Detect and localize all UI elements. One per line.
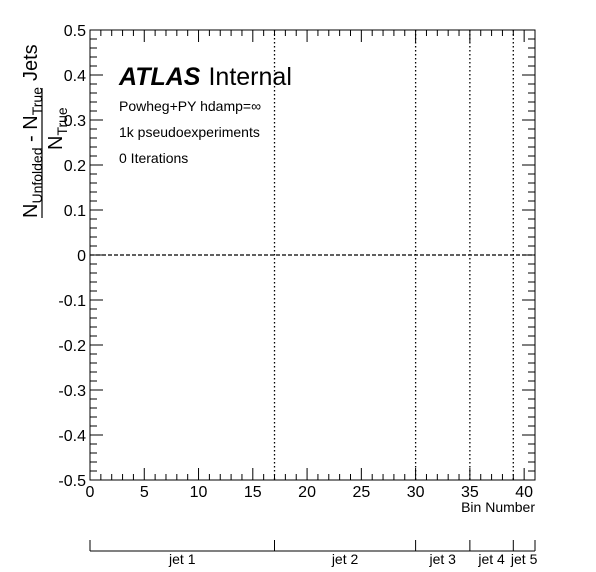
- y-tick-label: -0.4: [58, 428, 86, 445]
- y-tick-label: -0.3: [58, 383, 86, 400]
- x-ticks: 0 5 10 15 20 25 30 35 40: [86, 30, 536, 501]
- x-tick-label: 30: [407, 484, 425, 501]
- y-tick-label: 0.3: [64, 113, 86, 130]
- y-tick-label: 0.5: [64, 23, 86, 40]
- svg-text:NTrue: NTrue: [45, 107, 70, 150]
- y-tick-label: -0.1: [58, 293, 86, 310]
- atlas-label: ATLAS Internal: [118, 63, 292, 91]
- y-title-minus-n: - N: [20, 115, 42, 147]
- x-tick-label: 0: [86, 484, 95, 501]
- x-tick-label: 5: [140, 484, 149, 501]
- secondary-jet-axis: jet 1 jet 2 jet 3 jet 4 jet 5: [89, 540, 538, 567]
- x-tick-label: 25: [352, 484, 370, 501]
- annotation-iterations: 0 Iterations: [119, 150, 188, 166]
- secondary-axis-label: jet 5: [510, 551, 538, 567]
- y-title-denominator-n: N: [45, 136, 67, 150]
- y-title-n1: N: [20, 204, 42, 218]
- secondary-axis-label: jet 4: [477, 551, 505, 567]
- y-axis-title: NUnfolded - NTrueJets NTrue: [20, 44, 70, 218]
- secondary-axis-label: jet 1: [168, 551, 196, 567]
- y-title-sub-unfolded: Unfolded: [29, 148, 45, 204]
- y-tick-label: 0: [77, 248, 86, 265]
- annotation-generator: Powheg+PY hdamp=∞: [119, 98, 261, 114]
- secondary-axis-label: jet 2: [331, 551, 359, 567]
- x-tick-label: 35: [461, 484, 479, 501]
- x-axis-title: Bin Number: [461, 499, 535, 515]
- y-title-jets: Jets: [20, 44, 42, 81]
- annotation-pseudoexperiments: 1k pseudoexperiments: [119, 124, 260, 140]
- y-title-sub-true: True: [29, 87, 45, 115]
- y-tick-label: 0.2: [64, 158, 86, 175]
- x-tick-label: 20: [298, 484, 316, 501]
- atlas-bold: ATLAS: [118, 63, 201, 91]
- y-ticks: -0.5 -0.4 -0.3 -0.2 -0.1 0 0.1 0.2 0.3 0.4 0.5: [58, 23, 535, 490]
- y-title-denominator-sub: True: [54, 107, 70, 135]
- secondary-axis-label: jet 3: [429, 551, 457, 567]
- y-tick-label: -0.5: [58, 473, 86, 490]
- atlas-internal: Internal: [208, 63, 291, 91]
- x-tick-label: 15: [244, 484, 262, 501]
- svg-text:NUnfolded - NTrueJets: NUnfolded - NTrue Jets: [20, 44, 45, 218]
- x-tick-label: 10: [190, 484, 208, 501]
- y-tick-label: -0.2: [58, 338, 86, 355]
- x-tick-label: 40: [515, 484, 533, 501]
- y-tick-label: 0.1: [64, 203, 86, 220]
- y-tick-label: 0.4: [64, 68, 86, 85]
